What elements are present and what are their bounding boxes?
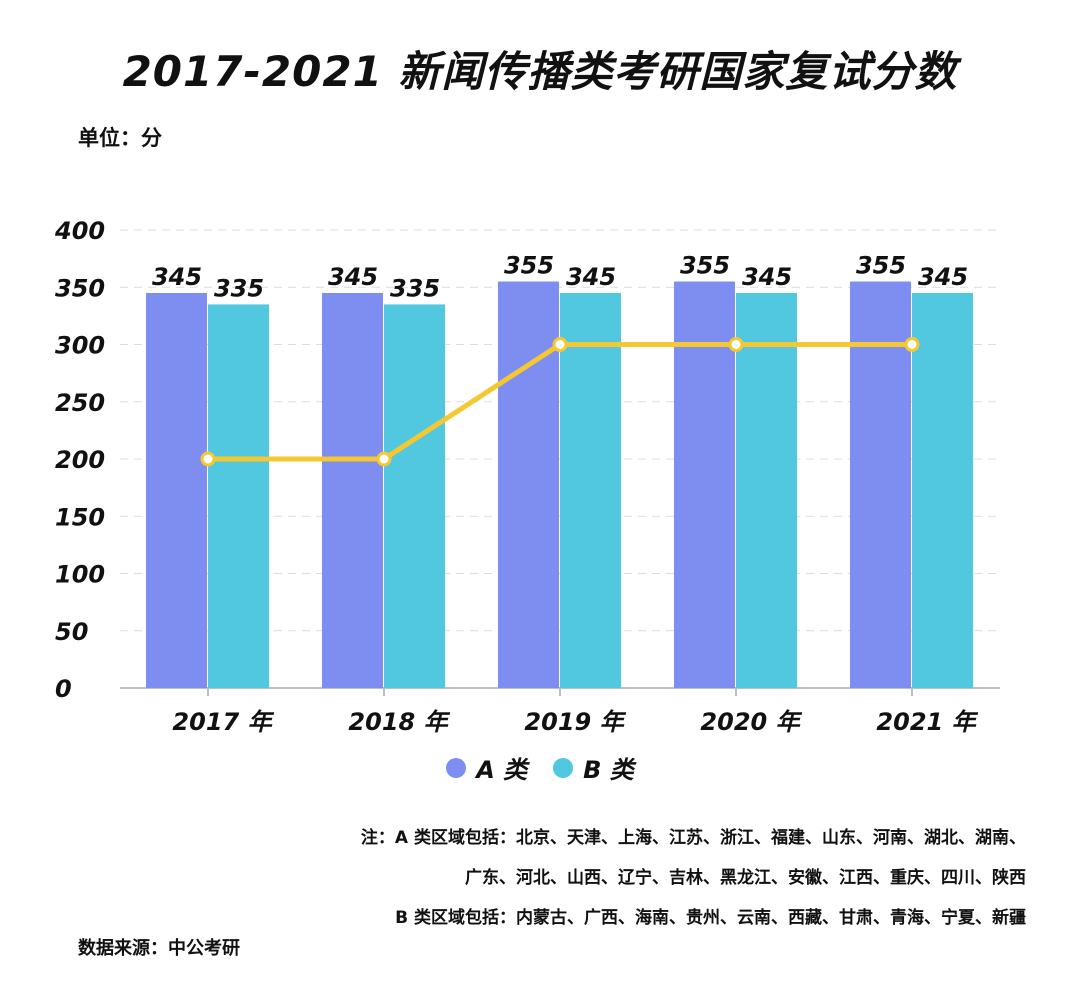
line-point	[376, 451, 392, 467]
data-source: 数据来源：中公考研	[78, 938, 240, 959]
x-tick-label: 2018 年	[348, 708, 450, 736]
legend-label-b: B 类	[583, 756, 634, 784]
legend-label-a: A 类	[476, 756, 528, 784]
x-tick-label: 2019 年	[524, 708, 626, 736]
x-tick-label: 2020 年	[700, 708, 802, 736]
legend-swatch-b	[553, 757, 574, 778]
data-label: 355	[680, 252, 730, 280]
bar-a	[850, 281, 911, 688]
x-tick-label: 2017 年	[172, 708, 274, 736]
data-label: 345	[742, 263, 792, 291]
legend-swatch-a	[446, 757, 467, 778]
line-point	[552, 337, 568, 352]
region-notes: 注：A 类区域包括：北京、天津、上海、江苏、浙江、福建、山东、河南、湖北、湖南、…	[361, 818, 1026, 938]
data-label: 355	[856, 252, 906, 280]
data-label: 345	[152, 263, 202, 291]
data-label: 355	[504, 252, 554, 280]
legend-item-a: A 类	[446, 750, 527, 785]
unit-label: 单位：分	[78, 126, 162, 150]
bar-a	[146, 292, 207, 688]
chart-title: 2017-2021 新闻传播类考研国家复试分数	[122, 47, 958, 96]
y-tick-label: 300	[55, 332, 105, 360]
bar-a	[498, 281, 559, 688]
note-line: B 类区域包括：内蒙古、广西、海南、贵州、云南、西藏、甘肃、青海、宁夏、新疆	[395, 908, 1026, 928]
legend: A 类 B 类	[0, 750, 1080, 785]
y-tick-label: 100	[55, 561, 105, 589]
bar-b	[208, 304, 269, 688]
data-label: 335	[390, 274, 440, 302]
bar-a	[322, 292, 383, 688]
y-tick-label: 150	[55, 503, 105, 531]
data-label: 335	[214, 274, 264, 302]
y-tick-label: 400	[54, 217, 105, 245]
data-label: 345	[566, 263, 616, 291]
line-point	[200, 451, 216, 467]
bar-b	[736, 292, 797, 688]
bar-a	[674, 281, 735, 688]
y-tick-label: 350	[55, 274, 105, 302]
bar-b	[560, 292, 621, 688]
data-label: 345	[328, 263, 378, 291]
note-line: 注：A 类区域包括：北京、天津、上海、江苏、浙江、福建、山东、河南、湖北、湖南、	[360, 828, 1026, 848]
bar-b	[384, 304, 445, 688]
legend-item-b: B 类	[553, 750, 634, 785]
line-point	[904, 337, 920, 352]
note-line: 广东、河北、山西、辽宁、吉林、黑龙江、安徽、江西、重庆、四川、陕西	[465, 868, 1026, 888]
y-tick-label: 200	[55, 446, 105, 474]
y-tick-label: 50	[55, 618, 88, 646]
line-point	[728, 337, 744, 352]
data-label: 345	[918, 263, 968, 291]
bar-b	[912, 292, 973, 688]
y-tick-label: 0	[55, 675, 72, 703]
x-tick-label: 2021 年	[876, 708, 978, 736]
y-tick-label: 250	[55, 389, 105, 417]
